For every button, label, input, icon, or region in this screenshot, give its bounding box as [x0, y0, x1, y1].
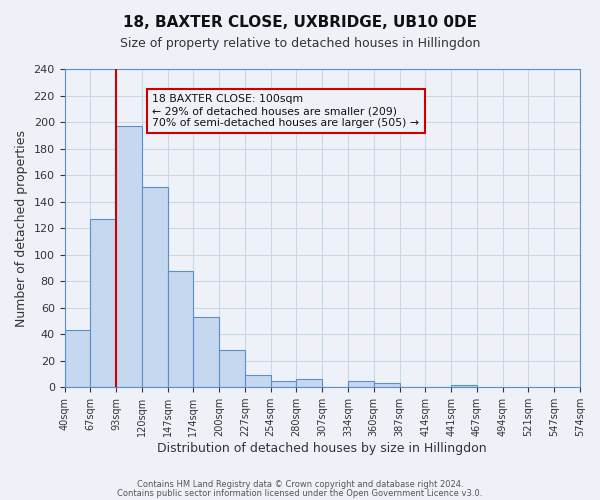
Bar	[348, 380, 374, 387]
Text: 18, BAXTER CLOSE, UXBRIDGE, UB10 0DE: 18, BAXTER CLOSE, UXBRIDGE, UB10 0DE	[123, 15, 477, 30]
Bar	[193, 317, 219, 387]
Bar	[374, 383, 400, 387]
X-axis label: Distribution of detached houses by size in Hillingdon: Distribution of detached houses by size …	[157, 442, 487, 455]
Bar	[65, 330, 91, 387]
Bar	[245, 376, 271, 387]
Bar	[219, 350, 245, 387]
Bar	[451, 384, 477, 387]
Y-axis label: Number of detached properties: Number of detached properties	[15, 130, 28, 326]
Text: 18 BAXTER CLOSE: 100sqm
← 29% of detached houses are smaller (209)
70% of semi-d: 18 BAXTER CLOSE: 100sqm ← 29% of detache…	[152, 94, 419, 128]
Bar	[116, 126, 142, 387]
Text: Contains public sector information licensed under the Open Government Licence v3: Contains public sector information licen…	[118, 489, 482, 498]
Bar	[296, 380, 322, 387]
Text: Contains HM Land Registry data © Crown copyright and database right 2024.: Contains HM Land Registry data © Crown c…	[137, 480, 463, 489]
Bar	[91, 219, 116, 387]
Text: Size of property relative to detached houses in Hillingdon: Size of property relative to detached ho…	[120, 38, 480, 51]
Bar	[167, 270, 193, 387]
Bar	[142, 187, 167, 387]
Bar	[271, 380, 296, 387]
